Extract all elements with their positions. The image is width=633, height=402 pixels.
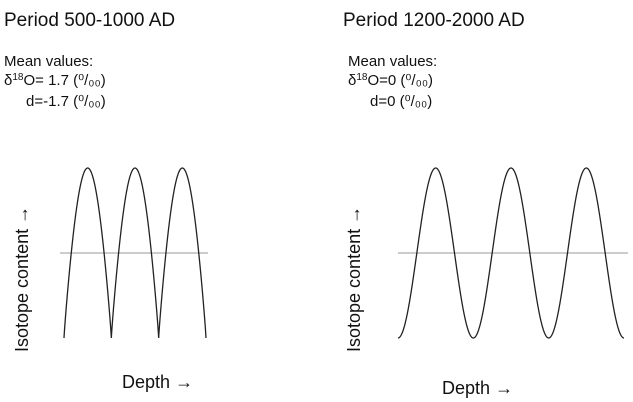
delta-value-text: O= 1.7 (⁰/₀₀): [23, 72, 106, 89]
x-axis-label: Depth →: [442, 378, 513, 399]
panel-period-500-1000: Period 500-1000 AD Mean values: δ18O= 1.…: [0, 0, 300, 402]
delta-symbol: δ: [348, 72, 357, 89]
d-excess-value: d=0 (⁰/₀₀): [370, 93, 433, 110]
isotope-superscript: 18: [12, 72, 24, 83]
y-axis-label: Isotope content →: [12, 206, 33, 352]
delta-symbol: δ: [4, 72, 13, 89]
mean-values-header: Mean values:: [4, 53, 94, 70]
isotope-wave-plot: [397, 167, 628, 339]
d-excess-value: d=-1.7 (⁰/₀₀): [26, 93, 106, 110]
y-axis-arrow-icon: →: [344, 205, 364, 224]
y-axis-label-text: Isotope content: [344, 228, 364, 352]
isotope-superscript: 18: [356, 72, 368, 83]
isotope-wave-plot: [60, 167, 208, 339]
isotope-curve: [63, 167, 207, 339]
y-axis-arrow-icon: →: [12, 205, 32, 224]
x-axis-label-text: Depth: [122, 372, 171, 392]
x-axis-label-text: Depth: [442, 378, 491, 398]
y-axis-label-text: Isotope content: [12, 228, 32, 352]
panel-period-1200-2000: Period 1200-2000 AD Mean values: δ18O=0 …: [325, 0, 633, 402]
panel-title: Period 500-1000 AD: [4, 10, 176, 31]
x-axis-label: Depth →: [122, 372, 193, 393]
mean-values-block: Mean values: δ18O=0 (⁰/₀₀) d=0 (⁰/₀₀): [348, 52, 437, 111]
delta18o-value: δ18O= 1.7 (⁰/₀₀): [4, 71, 106, 92]
mean-values-header: Mean values:: [348, 53, 438, 70]
isotope-curve: [397, 167, 625, 339]
y-axis-label: Isotope content →: [344, 206, 365, 352]
x-axis-arrow-icon: →: [175, 372, 194, 392]
x-axis-arrow-icon: →: [495, 378, 514, 398]
delta18o-value: δ18O=0 (⁰/₀₀): [348, 71, 437, 92]
delta-value-text: O=0 (⁰/₀₀): [367, 72, 434, 89]
mean-values-block: Mean values: δ18O= 1.7 (⁰/₀₀) d=-1.7 (⁰/…: [4, 52, 106, 111]
panel-title: Period 1200-2000 AD: [343, 10, 525, 31]
